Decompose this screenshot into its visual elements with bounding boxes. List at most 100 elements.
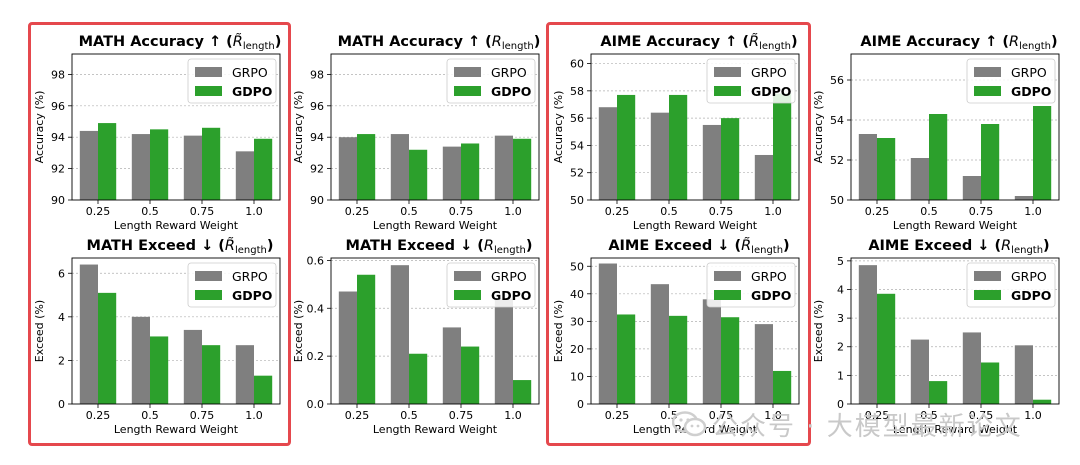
- bar-gdpo: [617, 314, 636, 404]
- chart-title: AIME Accuracy ↑ (Rlength): [860, 34, 1057, 52]
- y-tick-label: 54: [570, 139, 584, 152]
- y-tick-label: 0.4: [307, 302, 325, 315]
- wechat-icon: [671, 411, 707, 437]
- bar-grpo: [702, 124, 721, 200]
- bar-gdpo: [669, 94, 688, 200]
- chart-title: AIME Exceed ↓ (R̃length): [608, 237, 789, 256]
- legend-label-grpo: GRPO: [232, 269, 268, 284]
- y-tick-label: 1: [837, 369, 844, 382]
- x-axis-label: Length Reward Weight: [114, 219, 239, 232]
- plot-frame: [71, 53, 281, 201]
- y-tick-label: 20: [570, 343, 584, 356]
- plot-frame: [71, 257, 281, 405]
- bar-grpo: [962, 176, 981, 200]
- plot-frame: [850, 53, 1060, 201]
- legend-swatch-grpo: [974, 271, 1001, 281]
- y-tick-label: 30: [570, 315, 584, 328]
- y-axis-label: Accuracy (%): [292, 91, 305, 164]
- plot-frame: [590, 257, 800, 405]
- bar-gdpo: [150, 129, 169, 200]
- y-tick-label: 56: [570, 112, 584, 125]
- bar-gdpo: [773, 370, 792, 404]
- bar-gdpo: [461, 346, 480, 404]
- bar-gdpo: [461, 143, 480, 200]
- y-axis-label: Exceed (%): [552, 300, 565, 362]
- chart-aime-exceed-tilde: AIME Exceed ↓ (R̃length) 0 10 20 30 40 50 0.25 0…: [552, 237, 800, 436]
- bar-gdpo: [254, 375, 273, 404]
- x-tick-label: 0.25: [605, 409, 630, 422]
- bar-gdpo: [669, 315, 688, 404]
- chart-aime-acc-tilde: AIME Accuracy ↑ (R̃length) 50 52 54 56 58 60 0.…: [552, 33, 800, 232]
- bar-grpo: [1014, 196, 1033, 200]
- x-tick-label: 1.0: [764, 409, 782, 422]
- x-tick-label: 1.0: [1024, 409, 1042, 422]
- legend-label-grpo: GRPO: [232, 65, 268, 80]
- y-tick-label: 4: [837, 283, 844, 296]
- x-tick-label: 1.0: [764, 205, 782, 218]
- x-tick-label: 0.75: [969, 205, 994, 218]
- x-tick-label: 0.75: [709, 409, 734, 422]
- x-tick-label: 1.0: [1024, 205, 1042, 218]
- legend-label-gdpo: GDPO: [232, 84, 272, 99]
- watermark: 公众号 · 大模型最新论文: [671, 404, 1072, 444]
- bar-grpo: [79, 130, 98, 200]
- y-tick-label: 10: [570, 370, 584, 383]
- bar-gdpo: [202, 127, 221, 200]
- y-tick-label: 4: [58, 311, 65, 324]
- legend-swatch-gdpo: [714, 290, 741, 300]
- x-tick-label: 1.0: [245, 409, 263, 422]
- x-tick-label: 0.25: [86, 409, 111, 422]
- y-tick-label: 90: [51, 194, 65, 207]
- bar-grpo: [235, 345, 254, 404]
- bar-grpo: [494, 135, 513, 200]
- x-tick-label: 0.25: [86, 205, 111, 218]
- bar-grpo: [650, 284, 669, 404]
- y-tick-label: 5: [837, 255, 844, 268]
- x-tick-label: 0.5: [400, 409, 418, 422]
- y-tick-label: 58: [570, 85, 584, 98]
- bar-grpo: [858, 134, 877, 200]
- bar-gdpo: [877, 293, 896, 404]
- bar-grpo: [1014, 345, 1033, 404]
- y-tick-label: 0.0: [307, 398, 325, 411]
- y-tick-label: 92: [51, 163, 65, 176]
- bar-gdpo: [357, 274, 376, 404]
- y-tick-label: 3: [837, 312, 844, 325]
- bar-grpo: [235, 151, 254, 200]
- bar-grpo: [702, 299, 721, 404]
- legend-label-gdpo: GDPO: [491, 288, 531, 303]
- legend-swatch-gdpo: [974, 86, 1001, 96]
- chart-title: AIME Exceed ↓ (Rlength): [868, 238, 1049, 256]
- legend-label-gdpo: GDPO: [1011, 84, 1051, 99]
- bar-gdpo: [721, 317, 740, 404]
- bar-gdpo: [929, 381, 948, 404]
- bar-grpo: [910, 339, 929, 404]
- x-tick-label: 0.25: [345, 409, 370, 422]
- bar-gdpo: [150, 336, 169, 404]
- y-axis-label: Exceed (%): [292, 300, 305, 362]
- x-tick-label: 0.25: [865, 409, 890, 422]
- x-tick-label: 0.25: [345, 205, 370, 218]
- bar-gdpo: [721, 118, 740, 200]
- legend-label-gdpo: GDPO: [232, 288, 272, 303]
- legend-swatch-grpo: [974, 67, 1001, 77]
- legend-swatch-gdpo: [195, 290, 222, 300]
- x-tick-label: 1.0: [245, 205, 263, 218]
- x-axis-label: Length Reward Weight: [893, 219, 1018, 232]
- chart-title: MATH Exceed ↓ (Rlength): [346, 238, 533, 256]
- x-tick-label: 0.75: [709, 205, 734, 218]
- x-tick-label: 0.75: [449, 205, 474, 218]
- bar-grpo: [183, 329, 202, 404]
- chart-title: MATH Accuracy ↑ (Rlength): [338, 34, 541, 52]
- legend-label-grpo: GRPO: [751, 269, 787, 284]
- bar-gdpo: [513, 138, 532, 200]
- plot-frame: [590, 53, 800, 201]
- chart-math-acc: MATH Accuracy ↑ (Rlength) 90 92 94 96 98 0.25 0…: [292, 34, 541, 232]
- bar-grpo: [442, 327, 461, 404]
- x-tick-label: 0.5: [920, 409, 938, 422]
- y-axis-label: Accuracy (%): [812, 91, 825, 164]
- x-tick-label: 0.75: [190, 409, 215, 422]
- legend-label-gdpo: GDPO: [491, 84, 531, 99]
- y-tick-label: 6: [58, 267, 65, 280]
